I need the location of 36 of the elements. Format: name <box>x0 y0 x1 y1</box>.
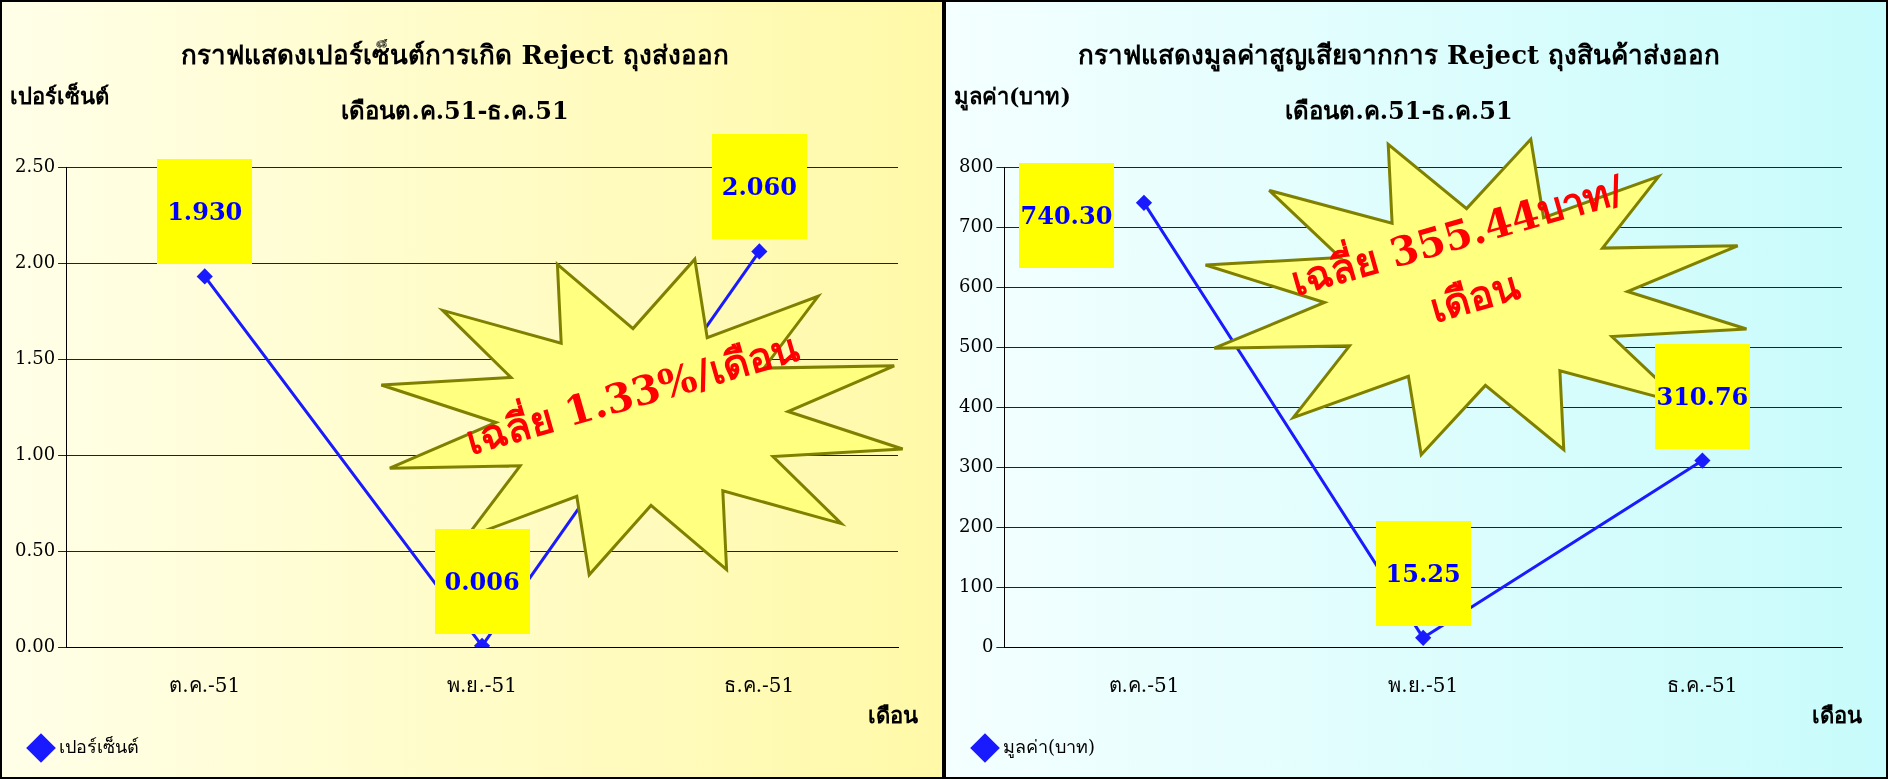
y-tick-label: 300 <box>959 454 994 476</box>
chart-subtitle: เดือนต.ค.51-ธ.ค.51 <box>1285 95 1513 125</box>
y-tick-label: 0.00 <box>15 634 56 656</box>
y-axis-title: เปอร์เซ็นต์ <box>10 81 109 109</box>
x-tick-label: พ.ย.-51 <box>1388 673 1459 698</box>
y-tick-label: 2.50 <box>15 154 56 176</box>
point <box>1415 630 1431 646</box>
y-tick-label: 700 <box>959 214 994 236</box>
point <box>1694 453 1710 469</box>
y-tick-label: 600 <box>959 274 994 296</box>
chart-title: กราฟแสดงมูลค่าสูญเสียจากการ Reject ถุงสินค้าส่งออก <box>1077 40 1721 73</box>
y-tick-label: 200 <box>959 514 994 536</box>
y-tick-label: 500 <box>959 334 994 356</box>
y-tick-label: 0 <box>981 634 994 656</box>
x-axis-title: เดือน <box>1812 701 1862 728</box>
y-tick-label: 400 <box>959 394 994 416</box>
point <box>197 268 213 284</box>
y-tick-label: 100 <box>959 574 994 596</box>
x-tick-label: ธ.ค.-51 <box>1667 673 1738 698</box>
point <box>1136 195 1152 211</box>
x-tick-label: ธ.ค.-51 <box>724 673 795 698</box>
legend-label: เปอร์เซ็นต์ <box>59 734 139 757</box>
y-tick-label: 2.00 <box>15 250 56 272</box>
legend-label: มูลค่า(บาท) <box>1003 735 1096 758</box>
y-axis-title: มูลค่า(บาท) <box>954 82 1071 111</box>
chart-subtitle: เดือนต.ค.51-ธ.ค.51 <box>341 95 569 125</box>
y-tick-label: 1.50 <box>15 346 56 368</box>
x-tick-label: ต.ค.-51 <box>1108 673 1180 698</box>
y-tick-label: 800 <box>959 154 994 176</box>
point <box>751 243 767 259</box>
x-tick-label: ต.ค.-51 <box>169 673 241 698</box>
chart-title: กราฟแสดงเปอร์เซ็นต์การเกิด Reject ถุงส่งออก <box>181 39 729 73</box>
x-axis-title: เดือน <box>868 701 918 728</box>
y-tick-label: 0.50 <box>15 538 56 560</box>
y-tick-label: 1.00 <box>15 442 56 464</box>
x-tick-label: พ.ย.-51 <box>447 673 517 698</box>
